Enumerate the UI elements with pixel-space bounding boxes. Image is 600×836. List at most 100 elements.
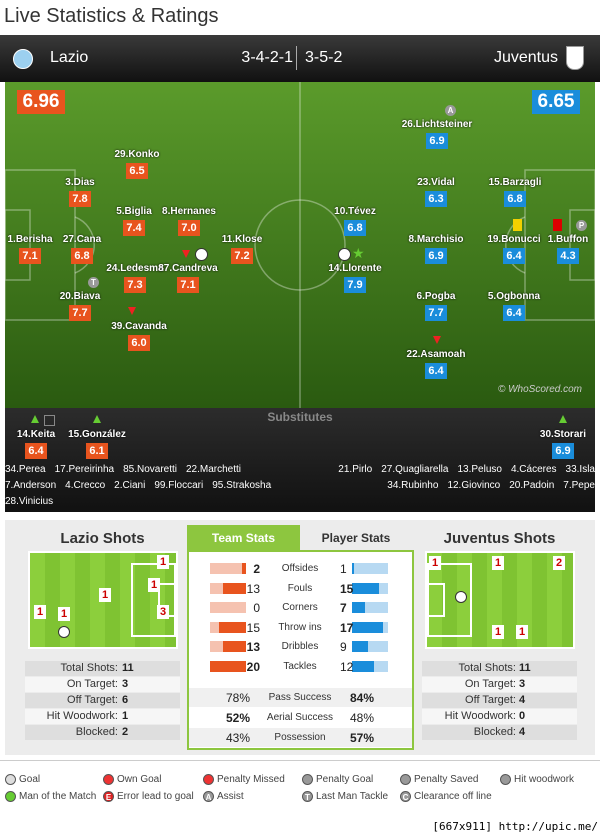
pct-away: 84% <box>349 691 375 705</box>
pitch <box>5 82 595 408</box>
player-name: 3.Dias <box>65 177 95 188</box>
player-name: 8.Hernanes <box>162 206 216 217</box>
stat-label: Tackles <box>283 661 317 672</box>
shot-label: Off Target: <box>465 694 516 706</box>
player-rating: 7.8 <box>69 191 91 207</box>
shot-value: 0 <box>519 710 526 722</box>
shot-label: Hit Woodwork: <box>46 710 118 722</box>
legend-icon: T <box>302 791 313 802</box>
shot-row <box>25 677 180 692</box>
shot-zone: 1 <box>157 555 169 569</box>
legend-icon: E <box>103 791 114 802</box>
stat-label: Fouls <box>287 582 313 594</box>
bench-row: 34.Perea 17.Pereirinha 85.Novaretti 22.Marc… <box>5 464 241 475</box>
player-rating: 7.4 <box>123 220 145 236</box>
bench-player: 95.Strakosha <box>212 480 272 491</box>
legend-label: Error lead to goal <box>117 791 194 802</box>
pct-label: Aerial Success <box>266 712 334 723</box>
legend-icon <box>500 774 511 785</box>
bench-player: 22.Marchetti <box>186 464 242 475</box>
shot-zone: 1 <box>58 607 70 621</box>
bench-player: 13.Peluso <box>457 464 502 475</box>
player-name: 15.Barzagli <box>488 177 542 188</box>
player-rating: 7.1 <box>177 277 199 293</box>
bench-row: 21.Pirlo 27.Quagliarella 13.Peluso 4.Cácere… <box>338 464 595 475</box>
stat-label: Dribbles <box>281 641 319 653</box>
player-name: 10.Tévez <box>334 206 376 217</box>
ball-icon <box>195 248 208 261</box>
bench-player: 7.Anderson <box>5 480 57 491</box>
legend-label: Goal <box>19 774 41 785</box>
copyright: © WhoScored.com <box>497 384 582 395</box>
player-rating: 6.9 <box>426 133 448 149</box>
pct-home: 52% <box>225 711 251 725</box>
legend-icon <box>5 774 16 785</box>
pct-away: 48% <box>349 711 375 725</box>
pct-row <box>189 708 412 727</box>
stat-bar <box>352 661 374 672</box>
bench-player: 85.Novaretti <box>123 464 177 475</box>
pct-label: Pass Success <box>268 692 332 703</box>
legend-icon: A <box>203 791 214 802</box>
shot-zone: 1 <box>34 605 46 619</box>
pct-row <box>189 728 412 747</box>
shot-value: 2 <box>122 726 129 738</box>
player-rating: 6.4 <box>503 248 525 264</box>
player-name: 8.Marchisio <box>408 234 464 245</box>
player-name: 1.Berisha <box>7 234 53 245</box>
ball-icon <box>338 248 351 261</box>
legend-label: Own Goal <box>117 774 162 785</box>
subs-title: Substitutes <box>267 410 333 424</box>
player-icon: A <box>445 105 456 116</box>
sub-off-arrow <box>182 250 190 258</box>
shot-value: 4 <box>519 694 526 706</box>
shot-zone: 1 <box>492 556 504 570</box>
home-formation: 3-4-2-1 <box>241 49 293 66</box>
player-rating: 6.8 <box>504 191 526 207</box>
shot-zone: 2 <box>553 556 565 570</box>
stat-away: 9 <box>340 640 347 655</box>
stat-bar <box>222 641 246 653</box>
divider <box>0 760 600 761</box>
shot-zone: 1 <box>148 578 160 592</box>
bench-player: 99.Floccari <box>154 480 204 491</box>
away-formation: 3-5-2 <box>305 49 343 66</box>
stat-bar <box>352 641 369 653</box>
stat-bar <box>352 621 383 633</box>
player-rating: 6.1 <box>86 443 108 459</box>
shot-zone: 1 <box>99 588 111 602</box>
pitch-lines <box>5 82 595 408</box>
stat-home: 13 <box>246 640 260 655</box>
shots-title: Juventus Shots <box>443 530 556 547</box>
stat-home: 20 <box>246 660 260 674</box>
player-rating: 6.4 <box>425 363 447 379</box>
bench-row: 7.Anderson 4.Crecco 2.Ciani 99.Floccari 95.S… <box>5 480 271 491</box>
sub-on-arrow <box>31 415 39 423</box>
away-team: Juventus <box>493 49 558 66</box>
tab-player-stats[interactable]: Player Stats <box>321 531 391 545</box>
stat-bar-bg <box>210 602 246 614</box>
player-rating: 7.2 <box>231 248 253 264</box>
player-name: 5.Ogbonna <box>487 291 541 302</box>
legend-label: Man of the Match <box>19 791 97 802</box>
tab-team-stats[interactable]: Team Stats <box>187 525 300 552</box>
player-name: 24.Ledesma <box>106 263 164 274</box>
player-rating: 6.8 <box>344 220 366 236</box>
shot-row <box>422 661 577 676</box>
player-rating: 6.0 <box>128 335 150 351</box>
sub-off-arrow <box>128 307 136 315</box>
pct-label: Possession <box>274 732 326 743</box>
motm-star: ★ <box>352 245 365 261</box>
legend-label: Clearance off line <box>414 791 492 802</box>
stat-away: 17 <box>340 620 354 635</box>
stat-bar-bg <box>352 563 388 574</box>
player-name: 1.Buffon <box>547 234 589 245</box>
shot-value: 1 <box>122 710 129 722</box>
separator <box>296 46 297 70</box>
legend-icon <box>400 774 411 785</box>
player-name: 30.Storari <box>539 429 587 440</box>
home-rating: 6.96 <box>17 90 65 114</box>
player-rating: 4.3 <box>557 248 579 264</box>
stat-bar-bg <box>210 563 246 574</box>
bench-player: 33.Isla <box>565 464 595 475</box>
